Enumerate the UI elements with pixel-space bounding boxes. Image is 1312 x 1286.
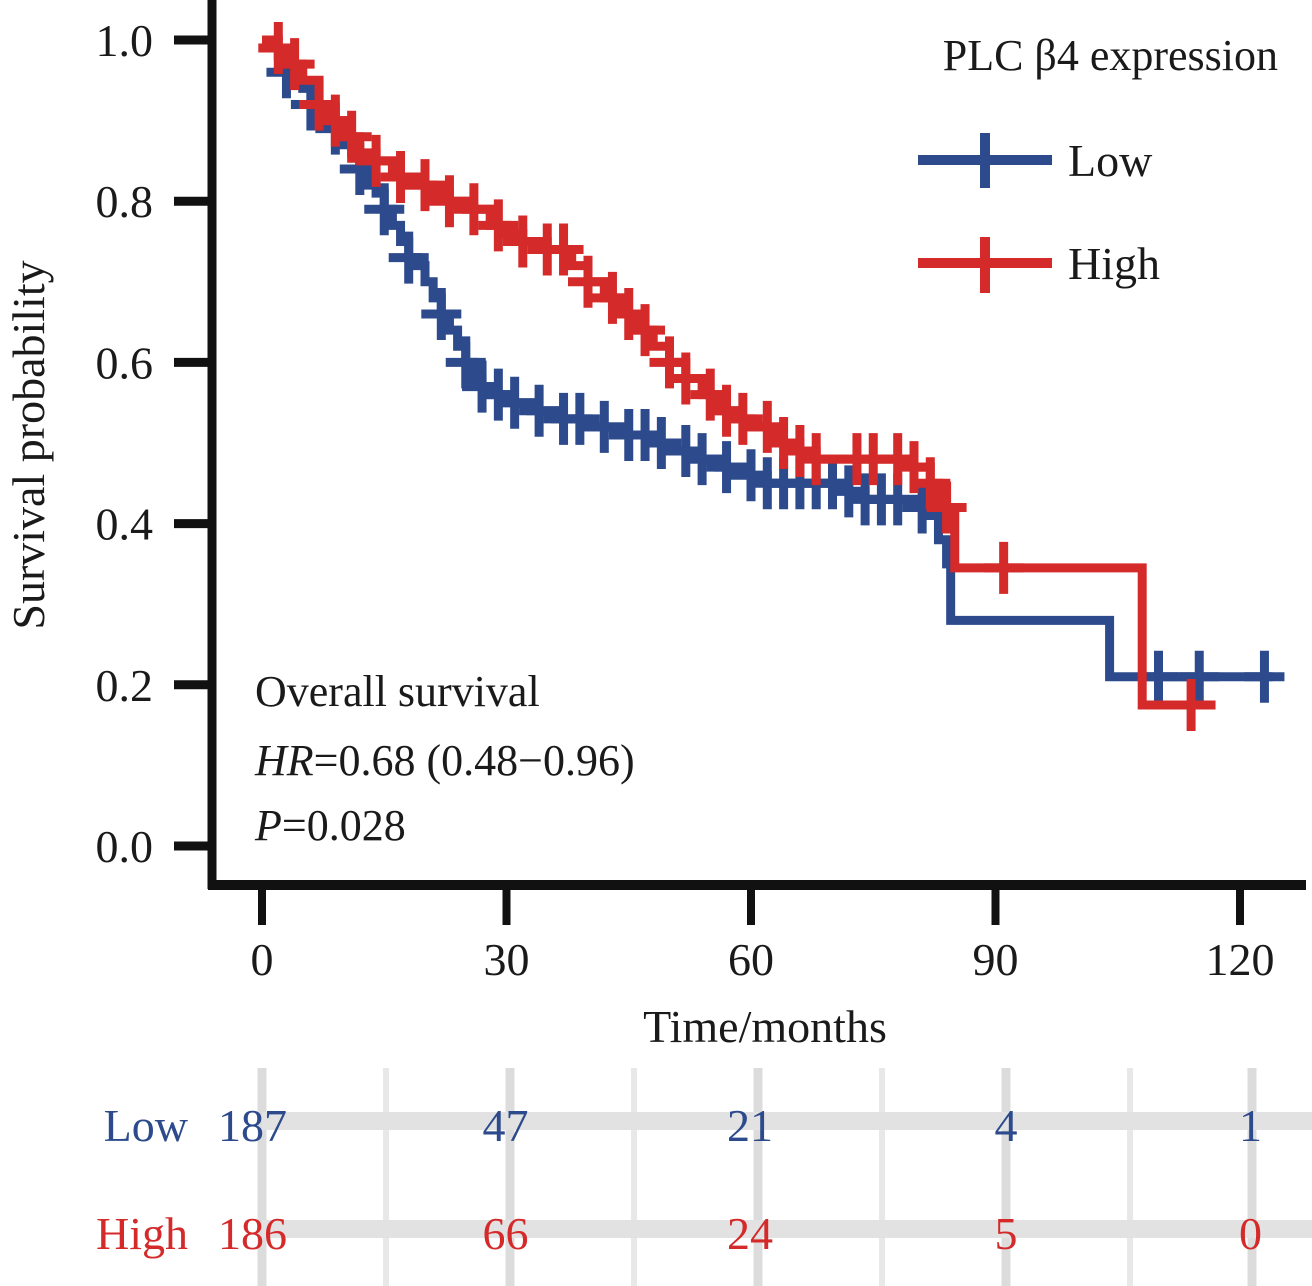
axes: 0.0 0.2 0.4 0.6 0.8 1.0 0 30 60 90 120 (96, 0, 1306, 985)
risk-count: 4 (995, 1100, 1018, 1151)
annotation-title: Overall survival (255, 667, 540, 716)
survival-curves (258, 22, 1285, 731)
x-tick-label: 30 (484, 934, 530, 985)
x-tick-label: 60 (728, 934, 774, 985)
legend-item-high: High (918, 237, 1160, 293)
y-tick-label: 0.4 (96, 499, 154, 550)
x-tick-label: 0 (251, 934, 274, 985)
y-axis-title: Survival probability (3, 260, 54, 629)
legend-label-high: High (1068, 238, 1160, 289)
x-axis-title: Time/months (643, 1001, 887, 1052)
risk-table: Low 187 47 21 4 1 High 186 66 24 5 0 (96, 1068, 1312, 1286)
risk-row-label: Low (104, 1100, 189, 1151)
p-value-number: =0.028 (282, 801, 406, 850)
p-label: P (254, 801, 282, 850)
legend: PLC β4 expression Low High (918, 31, 1278, 293)
hr-label: HR (254, 736, 314, 785)
risk-count: 187 (218, 1100, 287, 1151)
legend-title: PLC β4 expression (943, 31, 1278, 80)
x-tick-label: 120 (1206, 934, 1275, 985)
legend-item-low: Low (918, 133, 1153, 188)
risk-count: 66 (483, 1208, 529, 1259)
legend-label-low: Low (1068, 135, 1153, 186)
y-tick-label: 0.2 (96, 660, 154, 711)
series-high (258, 22, 1216, 731)
y-tick-label: 0.0 (96, 821, 154, 872)
y-tick-label: 0.6 (96, 337, 154, 388)
y-tick-label: 1.0 (96, 15, 154, 66)
risk-count: 47 (483, 1100, 529, 1151)
risk-count: 1 (1239, 1100, 1262, 1151)
hazard-ratio: HR=0.68 (0.48−0.96) (254, 736, 635, 785)
risk-count: 186 (218, 1208, 287, 1259)
hr-value: =0.68 (0.48−0.96) (314, 736, 635, 785)
stats-annotation: Overall survival HR=0.68 (0.48−0.96) P=0… (254, 667, 635, 850)
risk-count: 5 (995, 1208, 1018, 1259)
risk-count: 0 (1239, 1208, 1262, 1259)
p-value: P=0.028 (254, 801, 406, 850)
risk-row-low: Low 187 47 21 4 1 (104, 1100, 1262, 1151)
risk-row-high: High 186 66 24 5 0 (96, 1208, 1262, 1259)
risk-count: 24 (727, 1208, 773, 1259)
risk-row-label: High (96, 1208, 188, 1259)
x-tick-label: 90 (973, 934, 1019, 985)
y-tick-label: 0.8 (96, 176, 154, 227)
risk-table-grid (257, 1068, 1312, 1286)
risk-count: 21 (727, 1100, 773, 1151)
